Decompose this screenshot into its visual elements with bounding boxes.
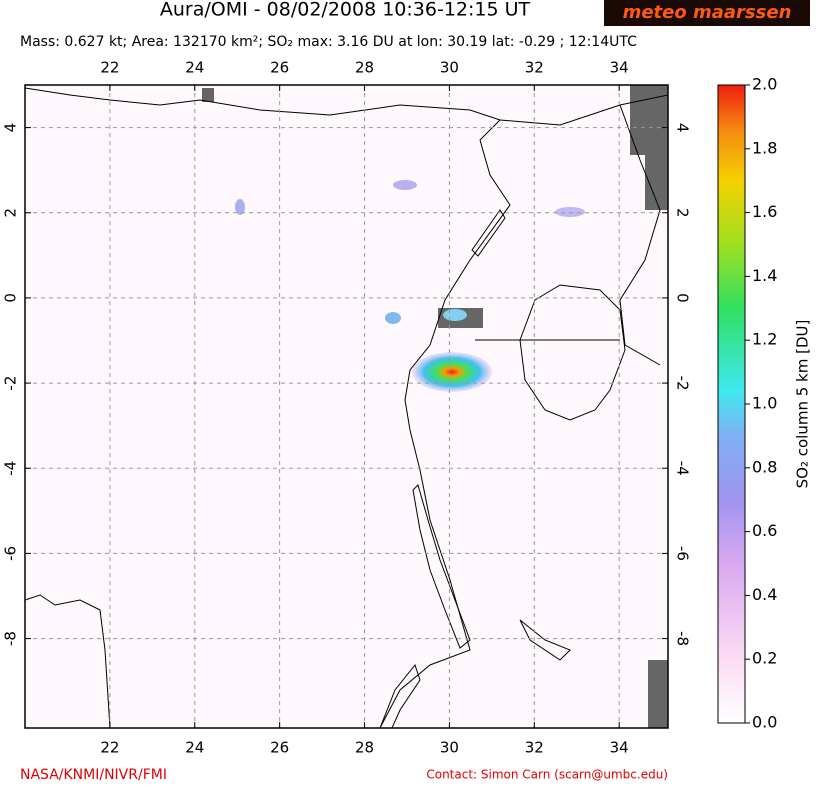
missing-data: [648, 660, 668, 728]
x-tick-label: 26: [270, 739, 289, 757]
x-tick-label: 34: [610, 59, 629, 77]
map-field: [25, 85, 668, 728]
map-background: [25, 85, 668, 728]
y-tick-label: -6: [674, 546, 692, 561]
y-tick-label: -4: [2, 461, 20, 476]
lake: [519, 619, 571, 661]
y-tick-label: -6: [2, 546, 20, 561]
colorbar-tick-label: 1.6: [752, 202, 777, 221]
x-tick-label: 30: [440, 59, 459, 77]
y-tick-label: 2: [674, 208, 692, 218]
x-tick-label: 22: [100, 739, 119, 757]
colorbar-tick-label: 1.4: [752, 266, 777, 285]
so2-plume: [385, 312, 401, 324]
lake-victoria: [519, 284, 626, 421]
colorbar-tick-label: 0.2: [752, 649, 777, 668]
x-tick-label: 28: [355, 739, 374, 757]
y-tick-label: -2: [674, 376, 692, 391]
colorbar: [717, 84, 746, 724]
so2-plume: [555, 207, 585, 217]
y-tick-label: 4: [674, 123, 692, 133]
x-tick-label: 24: [185, 739, 204, 757]
x-tick-label: 22: [100, 59, 119, 77]
y-tick-label: 4: [2, 123, 20, 133]
colorbar-tick-label: 0.6: [752, 521, 777, 540]
logo-box: [604, 0, 810, 26]
x-tick-label: 32: [525, 739, 544, 757]
x-tick-label: 32: [525, 59, 544, 77]
so2-plume: [443, 309, 467, 321]
y-tick-label: 0: [2, 293, 20, 303]
border: [499, 94, 668, 366]
missing-data: [202, 88, 214, 102]
colorbar-tick-label: 1.8: [752, 138, 777, 157]
x-tick-label: 30: [440, 739, 459, 757]
y-tick-label: 2: [2, 208, 20, 218]
x-tick-label: 28: [355, 59, 374, 77]
y-tick-label: -8: [674, 631, 692, 646]
title: Aura/OMI - 08/02/2008 10:36-12:15 UT: [160, 0, 531, 21]
y-tick-label: -8: [2, 631, 20, 646]
lake-mweru: [379, 663, 421, 728]
colorbar-tick-label: 0.4: [752, 585, 777, 604]
contact: Contact: Simon Carn (scarn@umbc.edu): [426, 768, 668, 782]
x-tick-label: 26: [270, 59, 289, 77]
lake-tanganyika: [412, 484, 471, 649]
colorbar-tick-label: 0.0: [752, 713, 777, 732]
missing-data: [645, 150, 668, 210]
lake-albert: [471, 209, 506, 257]
colorbar-label: SO₂ column 5 km [DU]: [794, 320, 812, 489]
colorbar-tick-label: 0.8: [752, 457, 777, 476]
colorbar-tick-label: 1.0: [752, 394, 777, 413]
x-tick-label: 24: [185, 59, 204, 77]
y-tick-label: -2: [2, 376, 20, 391]
y-tick-label: -4: [674, 461, 692, 476]
so2-plume: [235, 199, 245, 215]
so2-plume: [393, 180, 417, 190]
so2-plume: [412, 352, 492, 392]
x-tick-label: 34: [610, 739, 629, 757]
border: [25, 87, 511, 728]
subtitle: Mass: 0.627 kt; Area: 132170 km²; SO₂ ma…: [20, 34, 637, 50]
border: [25, 594, 111, 728]
logo: meteo maarssen: [623, 2, 792, 23]
y-tick-label: 0: [674, 293, 692, 303]
map-frame: [24, 84, 669, 729]
missing-data: [630, 85, 668, 155]
colorbar-tick-label: 1.2: [752, 330, 777, 349]
credit: NASA/KNMI/NIVR/FMI: [20, 767, 167, 783]
colorbar-tick-label: 2.0: [752, 75, 777, 94]
